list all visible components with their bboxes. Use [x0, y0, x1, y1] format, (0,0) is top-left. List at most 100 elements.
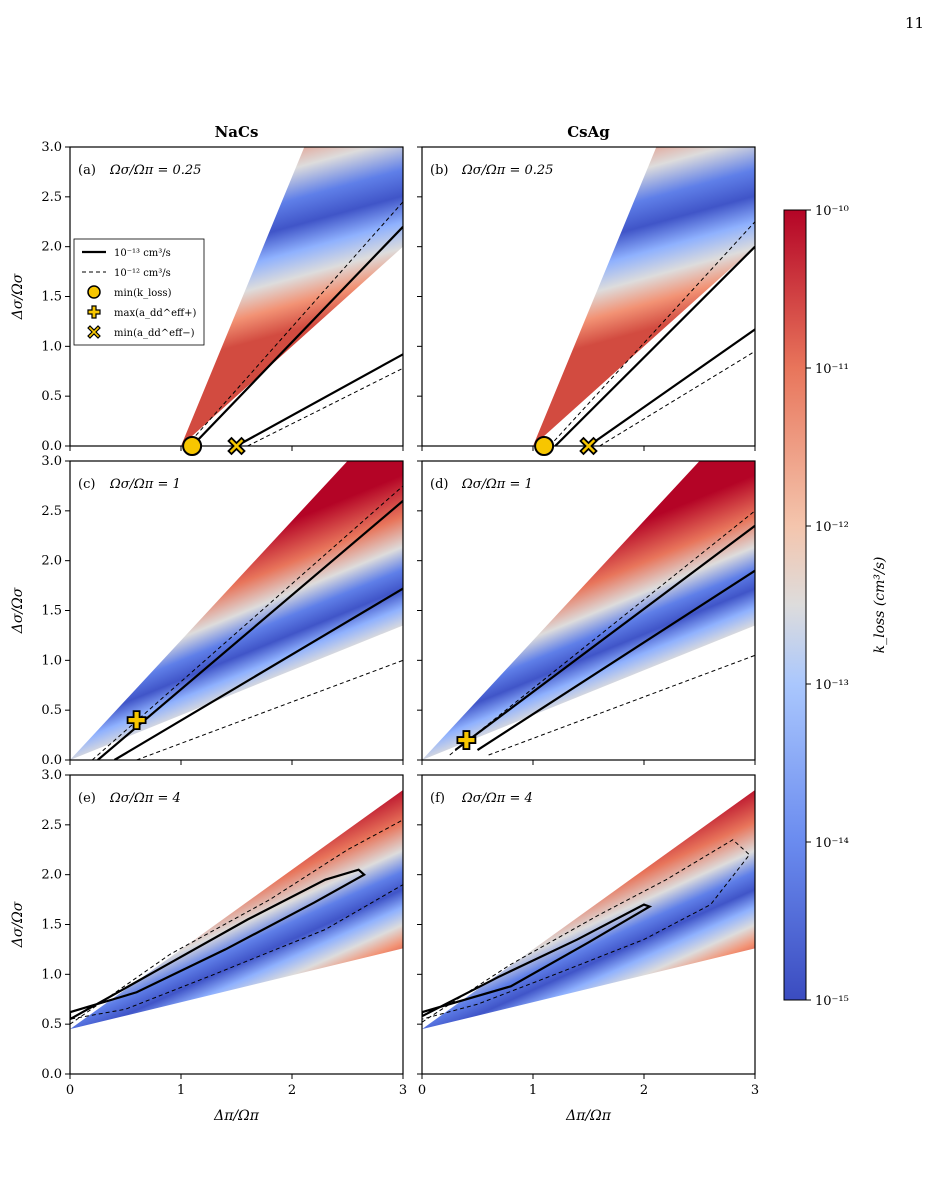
panel-ratio: Ωσ/Ωπ = 1	[461, 477, 533, 492]
x-tick-label: 3	[751, 1083, 759, 1098]
panel-plot-area	[70, 789, 403, 1030]
contour-1e-12-lower	[599, 350, 755, 446]
legend-entry-label: 10⁻¹² cm³/s	[114, 268, 171, 279]
legend-x-marker	[87, 325, 101, 339]
kloss-heatmap-wedge	[422, 789, 755, 1030]
panel-label: (c)	[78, 477, 95, 492]
y-tick-label: 2.5	[41, 190, 62, 205]
colorbar-tick-label: 10⁻¹³	[815, 678, 849, 693]
x-axis-label: Δπ/Ωπ	[565, 1108, 612, 1124]
y-tick-label: 0.0	[41, 753, 62, 768]
kloss-heatmap-wedge	[422, 461, 755, 760]
max-add-eff-plus-marker	[456, 730, 477, 750]
x-tick-label: 1	[177, 1083, 185, 1098]
min-kloss-marker	[182, 436, 203, 456]
panel-plot-area	[422, 461, 755, 760]
column-title: NaCs	[215, 123, 259, 141]
kloss-heatmap-wedge	[70, 461, 403, 760]
y-axis-label: Δσ/Ωσ	[10, 901, 26, 948]
panel-plot-area	[422, 789, 755, 1030]
x-tick-label: 3	[399, 1083, 407, 1098]
panel-label: (f)	[430, 791, 445, 806]
panel-f: 0 1 2 3 (f) Ωσ/Ωπ = 4 Δπ/Ωπ	[417, 774, 759, 1124]
min-add-eff-minus-marker	[227, 436, 246, 456]
y-tick-label: 2.5	[41, 504, 62, 519]
y-tick-label: 1.0	[41, 339, 62, 354]
panel-label: (b)	[430, 163, 448, 178]
contour-1e-13-upper	[454, 524, 755, 751]
legend-entry-label: 10⁻¹³ cm³/s	[114, 248, 171, 259]
y-tick-label: 0.0	[41, 1067, 62, 1082]
colorbar-tick-label: 10⁻¹⁵	[815, 994, 849, 1009]
panel-ratio: Ωσ/Ωπ = 0.25	[109, 163, 201, 178]
panel-d: (d) Ωσ/Ωπ = 1	[417, 460, 756, 765]
x-tick-label: 0	[418, 1083, 426, 1098]
panel-plot-area	[533, 147, 755, 446]
panel-label: (e)	[78, 791, 96, 806]
y-tick-label: 1.0	[41, 653, 62, 668]
contour-1e-13-upper	[554, 245, 755, 446]
legend-entry-label: min(a_dd^eff−)	[114, 328, 195, 339]
colorbar-tick-label: 10⁻¹⁰	[815, 204, 849, 219]
panel-c: 0.0 0.5 1.0 1.5 2.0 2.5 3.0 (c) Ωσ/Ωπ = 1 Δσ/Ωσ	[10, 454, 404, 768]
legend-entry-label: max(a_dd^eff+)	[114, 308, 197, 319]
panel-ratio: Ωσ/Ωπ = 4	[109, 791, 181, 806]
x-tick-label: 1	[529, 1083, 537, 1098]
y-tick-label: 0.5	[41, 389, 62, 404]
y-tick-label: 0.5	[41, 703, 62, 718]
contour-1e-12-upper	[186, 201, 403, 446]
min-add-eff-minus-marker	[579, 436, 598, 456]
y-tick-label: 0.5	[41, 1017, 62, 1032]
contour-1e-12-upper	[449, 510, 755, 756]
y-axis-label: Δσ/Ωσ	[10, 273, 26, 320]
colorbar-tick-label: 10⁻¹⁴	[815, 836, 849, 851]
legend-entry-label: min(k_loss)	[114, 288, 172, 299]
colorbar-label: k_loss (cm³/s)	[872, 557, 888, 654]
colorbar-tick-label: 10⁻¹¹	[815, 362, 849, 377]
panel-ratio: Ωσ/Ωπ = 1	[109, 477, 181, 492]
x-tick-label: 0	[66, 1083, 74, 1098]
contour-1e-12	[422, 839, 751, 1023]
y-tick-label: 2.0	[41, 868, 62, 883]
kloss-heatmap-wedge	[70, 789, 403, 1030]
legend: 10⁻¹³ cm³/s 10⁻¹² cm³/s min(k_loss) max(a_d…	[73, 238, 205, 346]
panel-plot-area	[70, 461, 403, 760]
contour-1e-13-lower	[113, 587, 403, 760]
y-tick-label: 2.0	[41, 240, 62, 255]
max-add-eff-plus-marker	[126, 710, 147, 731]
panel-label: (d)	[430, 477, 448, 492]
panel-plot-area	[181, 147, 403, 446]
contour-1e-12-lower	[488, 654, 755, 756]
legend-plus-marker	[87, 305, 101, 319]
y-tick-label: 2.5	[41, 818, 62, 833]
panel-ratio: Ωσ/Ωπ = 4	[461, 791, 533, 806]
contour-1e-12-lower	[136, 659, 403, 760]
x-tick-label: 2	[288, 1083, 296, 1098]
y-tick-label: 3.0	[41, 140, 62, 155]
contour-1e-12-lower	[247, 367, 403, 446]
panel-a: 0.0 0.5 1.0 1.5 2.0 2.5 3.0 (a) Ωσ/Ωπ = 0.25 Δσ/Ω…	[10, 123, 404, 456]
colorbar-bar	[783, 209, 807, 1001]
contour-1e-13-lower	[235, 353, 403, 446]
y-tick-label: 1.5	[41, 604, 62, 619]
y-tick-label: 1.5	[41, 290, 62, 305]
contour-1e-13-upper	[191, 225, 403, 446]
x-axis-label: Δπ/Ωπ	[213, 1108, 260, 1124]
colorbar-tick-label: 10⁻¹²	[815, 520, 849, 535]
column-title: CsAg	[567, 123, 610, 141]
legend-circle-marker	[87, 285, 101, 299]
contour-1e-12	[70, 819, 403, 1025]
panel-e: 0.0 0.5 1.0 1.5 2.0 2.5 3.0 0 1 2 3 (e) Ωσ/Ωπ = 4 Δσ/…	[10, 768, 407, 1124]
contour-1e-13-lower	[476, 569, 755, 751]
min-kloss-marker	[534, 436, 555, 456]
y-tick-label: 3.0	[41, 768, 62, 783]
panel-label: (a)	[78, 163, 96, 178]
contour-1e-13	[422, 903, 653, 1018]
contour-1e-13	[70, 868, 367, 1021]
kloss-heatmap-wedge	[533, 147, 755, 446]
x-tick-label: 2	[640, 1083, 648, 1098]
contour-1e-13-upper	[97, 500, 403, 760]
panel-b: (b) Ωσ/Ωπ = 0.25 CsAg	[417, 123, 756, 456]
y-tick-label: 1.5	[41, 918, 62, 933]
